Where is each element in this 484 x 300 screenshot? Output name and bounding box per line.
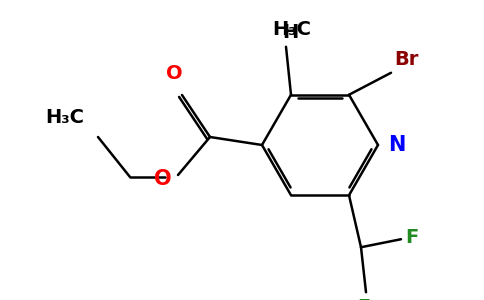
Text: Br: Br	[394, 50, 418, 69]
Text: H₃C: H₃C	[45, 108, 84, 127]
Text: O: O	[154, 169, 172, 189]
Text: H: H	[282, 23, 298, 42]
Text: O: O	[166, 64, 182, 83]
Text: N: N	[388, 135, 406, 155]
Text: H₃C: H₃C	[272, 20, 311, 39]
Text: F: F	[357, 298, 371, 300]
Text: F: F	[405, 228, 418, 247]
